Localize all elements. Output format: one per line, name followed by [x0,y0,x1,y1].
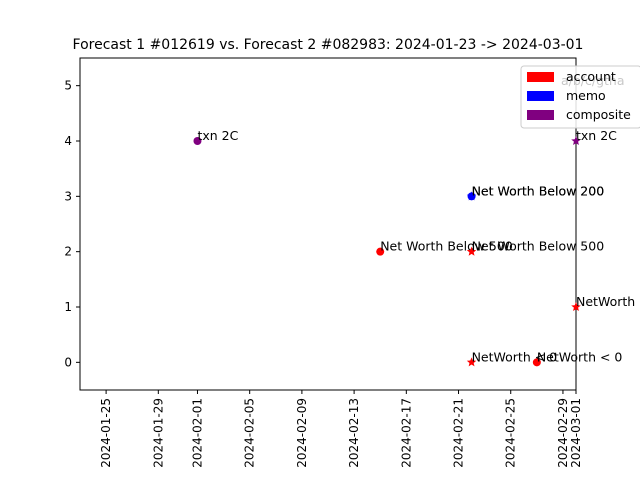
point-label: Net Worth Below 200 [472,183,605,198]
data-point-star [466,357,477,367]
x-tick-label: 2024-02-09 [295,398,309,468]
x-tick-label: 2024-02-05 [243,398,257,468]
chart-title: Forecast 1 #012619 vs. Forecast 2 #08298… [73,37,584,53]
point-label: Net Worth Below 200 [472,183,605,198]
legend-swatch [527,110,554,120]
plot-area: 0 1 2 3 4 5 2024-01-25 2024-01-29 2024-02-01 2024… [64,57,640,468]
legend-swatch [527,91,554,101]
data-point [532,358,541,367]
data-point [193,137,202,145]
legend-label: composite [566,107,631,122]
x-tick-label: 2024-02-13 [347,398,361,468]
point-label: Net Worth Below 500 [380,239,513,254]
data-point-star [571,302,581,312]
x-tick-label: 2024-02-17 [399,398,413,468]
y-tick-label: 1 [64,300,72,314]
x-tick-label: 2024-01-29 [151,398,165,468]
y-tick-label: 0 [64,355,72,369]
data-point [376,247,385,256]
y-tick-label: 2 [64,245,72,259]
point-label: NetWorth < 0 [537,349,623,364]
data-point-star [571,136,581,146]
x-tick-label: 2024-03-01 [569,398,583,468]
data-point-star [466,246,477,256]
x-tick-label: 2024-02-01 [190,398,204,468]
point-label: txn 2C [576,128,617,143]
y-tick-label: 3 [64,189,72,203]
x-tick-label: 2024-02-29 [556,398,570,468]
legend-label: memo [566,88,606,103]
y-tick-label: 5 [64,79,72,93]
data-point-star [466,191,477,201]
point-label: NetWorth < 0 [472,349,558,364]
axes-frame [79,57,577,391]
legend-overlapped-text: a/b/c/gtha [561,73,625,88]
legend-swatch [527,72,554,82]
point-label: NetWorth [576,294,635,309]
x-tick-label: 2024-02-25 [504,398,518,468]
point-label: txn 2C [197,128,238,143]
legend-label: account [566,69,616,84]
x-tick-label: 2024-01-25 [99,398,113,468]
y-tick-label: 4 [64,134,72,148]
x-tick-label: 2024-02-21 [452,398,466,468]
point-label: Net Worth Below 500 [472,239,605,254]
